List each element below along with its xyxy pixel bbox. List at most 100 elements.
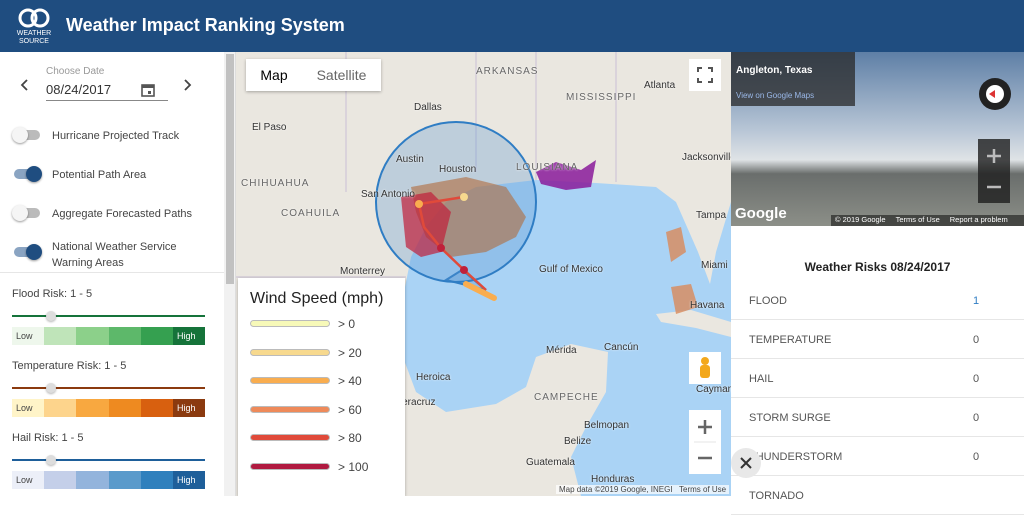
legend-label: > 100 [338, 460, 369, 474]
risk-slider[interactable] [12, 459, 205, 461]
risk-scale-cell [44, 471, 77, 489]
map-place[interactable]: COAHUILA [281, 208, 341, 219]
legend-swatch [250, 405, 330, 413]
toggle-switch[interactable] [12, 205, 40, 221]
risk-name: TEMPERATURE [749, 334, 832, 346]
fullscreen-button[interactable] [689, 59, 721, 91]
map-type-control: Map Satellite [246, 59, 381, 91]
risk-value: 0 [973, 451, 980, 463]
risk-scale-cell [172, 471, 206, 489]
warning-area [666, 227, 698, 314]
warning-area [536, 160, 596, 190]
track [463, 281, 497, 301]
date-input[interactable]: 08/24/2017 [46, 82, 168, 101]
map-place[interactable]: Cancún [604, 342, 639, 353]
risk-high: High [177, 331, 196, 341]
right-panel: Angleton, Texas View on Google Maps Goog… [731, 52, 1024, 515]
map-place[interactable]: Tampa [696, 210, 727, 221]
map-place[interactable]: Belmopan [584, 420, 630, 431]
map-place[interactable]: ARKANSAS [476, 66, 539, 77]
attribution: Map data ©2019 Google, INEGI [556, 485, 676, 494]
track-point [415, 200, 423, 208]
close-button[interactable] [731, 448, 761, 478]
legend-label: > 20 [338, 345, 362, 360]
map-place[interactable]: Atlanta [644, 80, 676, 91]
risk-low: Low [16, 475, 33, 485]
risk-low: Low [16, 331, 33, 341]
legend-label: > 60 [338, 402, 362, 417]
map-place[interactable]: CHIHUAHUA [241, 178, 310, 189]
toggle-label: Hurricane Projected Track [52, 130, 180, 142]
map-place[interactable]: Belize [564, 436, 592, 447]
risk-slider[interactable] [12, 315, 205, 317]
map-place[interactable]: Mérida [546, 345, 577, 356]
legend: Wind Speed (mph) > 0 > 20 > 40 > 60 > 80 > 10… [238, 278, 405, 496]
scrollbar[interactable] [224, 52, 235, 496]
risk-scale-cell [108, 399, 142, 417]
risk-row: STORM SURGE 0 [731, 398, 1024, 437]
toggle-knob [12, 205, 28, 221]
prev-date[interactable] [20, 78, 30, 92]
map-place[interactable]: LOUISIANA [516, 162, 579, 173]
map-place[interactable]: Monterrey [340, 266, 386, 277]
place-name: Angleton, Texas [736, 65, 813, 76]
map-place[interactable]: Havana [690, 300, 725, 311]
map-place[interactable]: Gulf of Mexico [539, 264, 603, 275]
map[interactable]: ARKANSAS MISSISSIPPI Dallas El Paso Atlanta A… [236, 52, 731, 496]
slider-thumb[interactable] [46, 383, 56, 393]
street-view[interactable]: Angleton, Texas View on Google Maps Goog… [731, 52, 1024, 226]
map-place[interactable]: Houston [439, 164, 477, 175]
map-place[interactable]: Dallas [414, 102, 442, 113]
view-link[interactable]: View on Google Maps [736, 91, 815, 100]
risk-row: HAIL 0 [731, 359, 1024, 398]
sidebar: Choose Date 08/24/2017 Hurricane Project… [0, 52, 236, 496]
map-place[interactable]: Veracruz [396, 397, 436, 408]
toggle-switch[interactable] [14, 244, 42, 260]
slider-thumb[interactable] [46, 455, 56, 465]
risk-scale-cell [44, 327, 77, 345]
risk-scale-cell [172, 327, 206, 345]
map-place[interactable]: Austin [396, 154, 424, 165]
map-tab[interactable]: Map [260, 67, 288, 83]
street-view-info: Angleton, Texas View on Google Maps [731, 52, 855, 106]
legend-label: > 0 [338, 317, 356, 331]
map-place[interactable]: MISSISSIPPI [566, 92, 637, 103]
next-date[interactable] [182, 78, 192, 92]
track-point [460, 266, 468, 274]
risk-scale-cell [108, 471, 142, 489]
satellite-tab[interactable]: Satellite [316, 67, 367, 83]
risk-scale-cell [76, 399, 109, 417]
map-place[interactable]: Heroica [416, 372, 451, 383]
risk-scale-cell [12, 471, 45, 489]
pegman[interactable] [689, 352, 721, 384]
borders [236, 52, 617, 278]
map-place[interactable]: El Paso [252, 122, 287, 133]
map-place[interactable]: Miami [701, 260, 728, 271]
map-place[interactable]: San Antonio [361, 189, 415, 200]
risk-scale-cell [12, 327, 45, 345]
sv-footer: © 2019 Google Terms of Use Report a prob… [831, 215, 1024, 226]
risk-slider[interactable] [12, 387, 205, 389]
risks-title: Weather Risks 08/24/2017 [804, 260, 951, 274]
slider-thumb[interactable] [46, 311, 56, 321]
sv-zoom[interactable] [978, 139, 1010, 203]
map-place[interactable]: Honduras [591, 474, 635, 485]
sv-report[interactable]: Report a problem [949, 215, 1008, 224]
calendar-icon[interactable] [140, 82, 156, 98]
map-place[interactable]: Guatemala [526, 457, 575, 468]
risk-name: STORM SURGE [749, 412, 831, 424]
risk-value: 0 [973, 373, 980, 385]
map-place[interactable]: CAMPECHE [534, 392, 599, 403]
sv-terms[interactable]: Terms of Use [895, 215, 940, 224]
map-place[interactable]: Jacksonville [682, 152, 731, 163]
map-terms[interactable]: Terms of Use [676, 485, 730, 494]
legend-label: > 80 [338, 431, 362, 446]
toggle-label: Potential Path Area [52, 169, 147, 181]
zoom-control[interactable] [689, 410, 721, 474]
toggle-switch[interactable] [14, 166, 42, 182]
toggle-switch[interactable] [12, 127, 40, 143]
risk-value: 1 [973, 295, 980, 307]
compass[interactable] [975, 74, 1015, 114]
map-place[interactable]: Cayman Islands [696, 384, 731, 395]
